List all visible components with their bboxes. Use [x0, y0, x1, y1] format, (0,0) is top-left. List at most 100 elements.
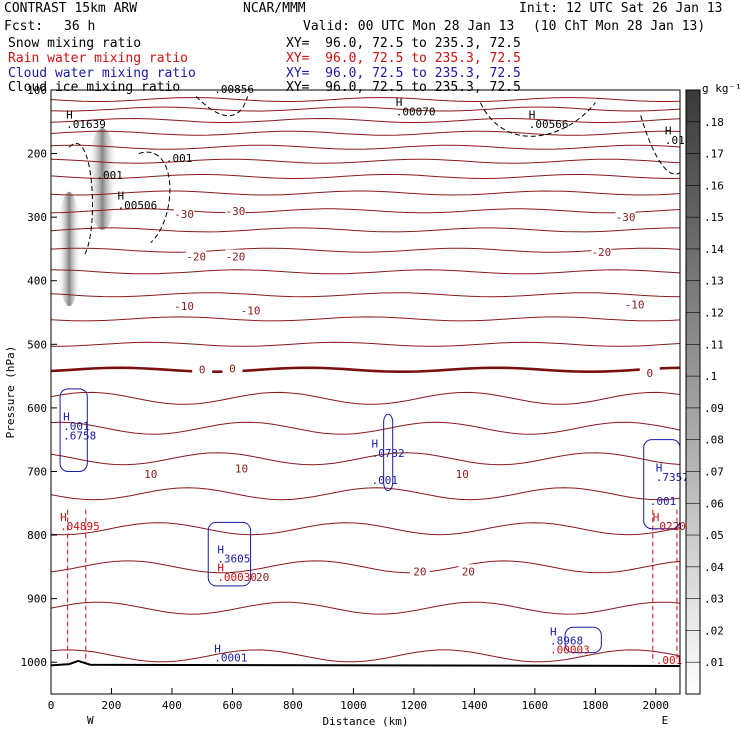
- temperature-contour-label: -10: [625, 298, 645, 311]
- field-label-rain: Rain water mixing ratio: [8, 51, 189, 66]
- valid-local-time: (10 ChT Mon 28 Jan 13): [533, 19, 706, 34]
- temperature-contour-label: 10: [235, 462, 248, 475]
- rain-contour-label: .001: [656, 654, 683, 667]
- y-axis-title: Pressure (hPa): [4, 346, 17, 439]
- west-label: W: [87, 714, 94, 727]
- contour-label-bg: [174, 206, 195, 220]
- y-tick-label: 1000: [21, 656, 48, 669]
- cloud-water-contour: [564, 626, 602, 654]
- rain-contour-label: H: [653, 511, 660, 524]
- y-tick-label: 800: [27, 529, 47, 542]
- temperature-contour: [51, 174, 680, 180]
- cloud-water-contour-label: .8968: [550, 634, 583, 647]
- center-label: NCAR/MMM: [243, 1, 306, 16]
- contour-label-bg: [409, 564, 430, 578]
- temperature-contour: [51, 106, 680, 112]
- temperature-contour: [51, 144, 680, 150]
- x-tick-label: 200: [102, 699, 122, 712]
- ice-contour-label: H: [529, 109, 536, 122]
- cloud-water-contour-label: .0732: [372, 447, 405, 460]
- temperature-contour-label: -10: [241, 305, 261, 318]
- colorbar-tick-label: .05: [704, 529, 724, 542]
- contour-label-bg: [615, 210, 636, 224]
- colorbar-tick-label: .04: [704, 561, 724, 574]
- colorbar-tick-label: .07: [704, 465, 724, 478]
- snow-contour-label: .001: [96, 169, 123, 182]
- cloud-water-contour: [383, 413, 394, 492]
- contour-label-bg: [458, 564, 479, 578]
- y-tick-label-top: 100: [27, 84, 47, 97]
- field-label-snow: Snow mixing ratio: [8, 36, 142, 51]
- temperature-contour: [51, 316, 680, 322]
- temperature-contour: [51, 130, 680, 136]
- contour-label-bg: [222, 361, 243, 375]
- temperature-contour: [51, 560, 680, 574]
- fcst-value: 36 h: [64, 19, 96, 34]
- cloud-water-contour: [643, 439, 680, 530]
- temperature-contour-label: 0: [229, 362, 236, 375]
- x-tick-label: 2000: [643, 699, 670, 712]
- cloud-water-contour: [207, 521, 252, 587]
- contour-label-bg: [231, 461, 252, 475]
- x-tick-label: 600: [223, 699, 243, 712]
- contour-label-bg: [225, 203, 246, 217]
- snow-contour-label: .00506: [118, 199, 158, 212]
- ice-contour-label: .00070: [396, 105, 436, 118]
- contour-label-bg: [591, 245, 612, 259]
- temperature-contour: [51, 391, 680, 405]
- field-xy-cloud-ice: XY= 96.0, 72.5 to 235.3, 72.5: [286, 80, 521, 95]
- ice-contour: [195, 96, 249, 117]
- contour-label-bg: [240, 303, 261, 317]
- y-tick-label: 500: [27, 338, 47, 351]
- contour-label-bg: [225, 249, 246, 263]
- temperature-contour-label: -30: [616, 211, 636, 224]
- field-xy-cloud-water: XY= 96.0, 72.5 to 235.3, 72.5: [286, 66, 521, 81]
- contour-label-bg: [186, 249, 207, 263]
- cloud-water-contour-label: .001: [372, 474, 399, 487]
- field-label-cloud-ice: Cloud ice mixing ratio: [8, 80, 181, 95]
- surface-line: [51, 659, 680, 668]
- colorbar-tick-label: .08: [704, 434, 724, 447]
- colorbar-unit: g kg⁻¹: [702, 82, 740, 95]
- temperature-contour: [51, 97, 680, 102]
- field-xy-snow: XY= 96.0, 72.5 to 235.3, 72.5: [286, 36, 521, 51]
- temperature-contour-label: -20: [186, 251, 206, 264]
- x-tick-label: 800: [283, 699, 303, 712]
- contour-label-bg: [624, 297, 645, 311]
- snow-plume: [57, 191, 82, 307]
- temperature-contour: [51, 421, 680, 435]
- rain-contour-label: .00030: [217, 571, 257, 584]
- x-tick-label: 1600: [522, 699, 549, 712]
- temperature-contour-label: 20: [413, 565, 426, 578]
- ice-contour: [138, 151, 171, 243]
- temperature-contour-label: 20: [462, 565, 475, 578]
- temperature-contour-label: -30: [174, 208, 194, 221]
- ice-contour: [479, 102, 596, 137]
- model-title: CONTRAST 15km ARW: [4, 1, 138, 16]
- temperature-contour: [51, 247, 680, 253]
- temperature-contour-label: -10: [174, 300, 194, 313]
- x-tick-label: 1200: [401, 699, 428, 712]
- x-tick-label: 1400: [461, 699, 488, 712]
- temperature-contour: [51, 117, 680, 123]
- x-tick-label: 400: [162, 699, 182, 712]
- cloud-water-contour-label: .0001: [214, 652, 247, 665]
- x-tick-label: 1800: [582, 699, 609, 712]
- contour-label-bg: [174, 299, 195, 313]
- cloud-water-contour-label: H: [214, 643, 221, 656]
- colorbar-tick-label: .13: [704, 275, 724, 288]
- field-xy-rain: XY= 96.0, 72.5 to 235.3, 72.5: [286, 51, 521, 66]
- y-tick-label: 200: [27, 148, 47, 161]
- temperature-contour: [51, 601, 680, 615]
- temperature-contour: [51, 487, 680, 501]
- cloud-water-contour-label: .6758: [63, 430, 96, 443]
- field-label-cloud-water: Cloud water mixing ratio: [8, 66, 196, 81]
- cloud-water-contour-label: H: [217, 543, 224, 556]
- colorbar-tick-label: .06: [704, 497, 724, 510]
- cloud-water-contour-label: .001: [650, 495, 677, 508]
- ice-contour-label: .012: [665, 134, 692, 147]
- plot-frame: [50, 89, 681, 695]
- ice-contour-label: H: [396, 96, 403, 109]
- snow-contour-label: H: [66, 109, 73, 122]
